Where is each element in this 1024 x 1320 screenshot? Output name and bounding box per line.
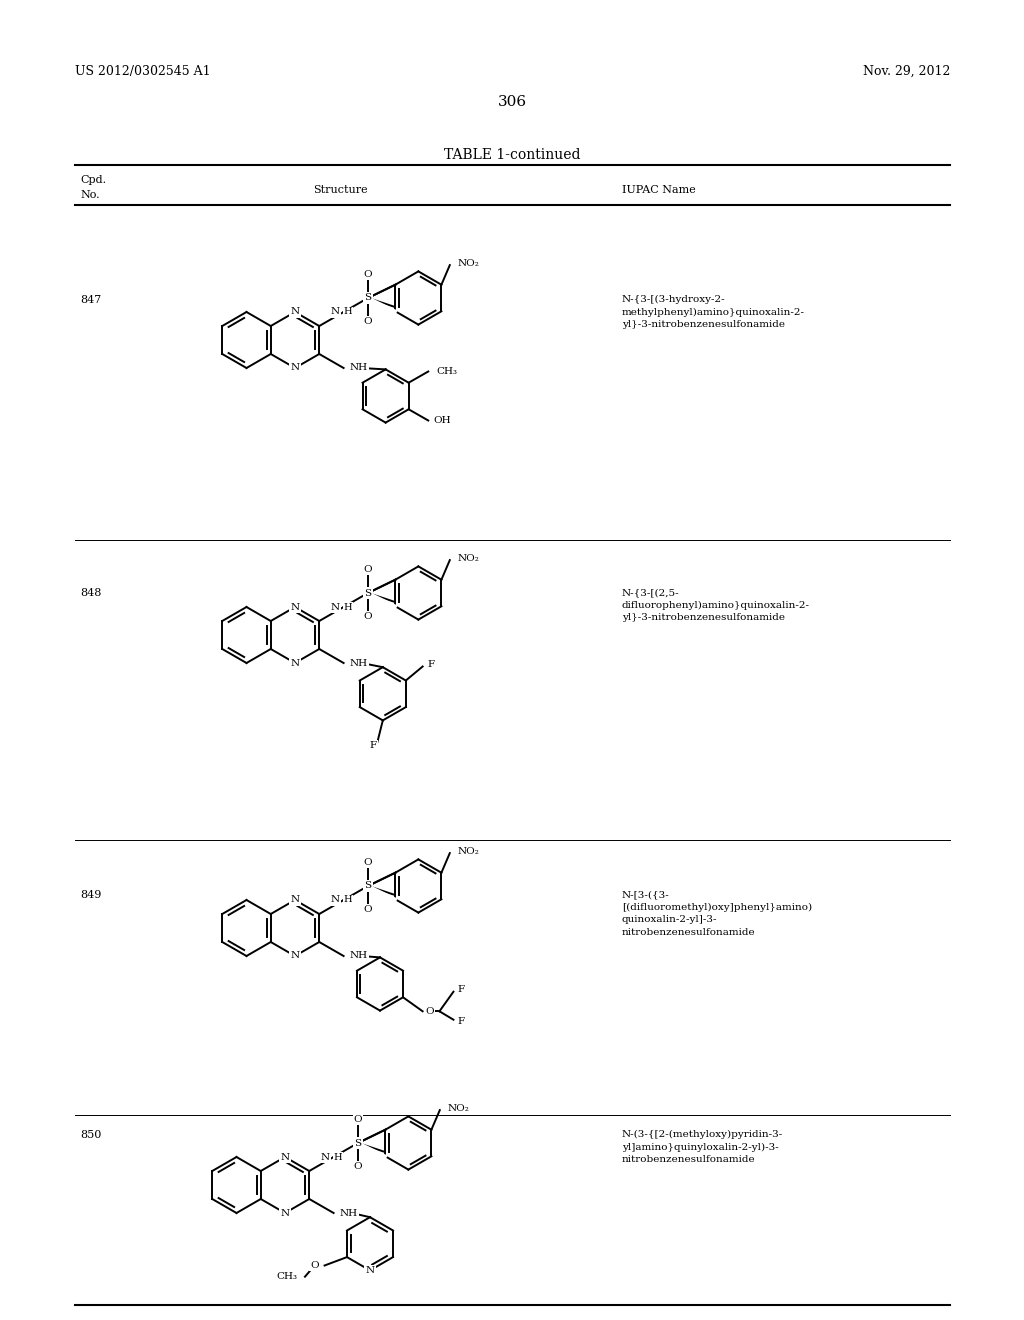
Text: N: N (331, 602, 340, 611)
Text: N-[3-({3-
[(difluoromethyl)oxy]phenyl}amino)
quinoxalin-2-yl]-3-
nitrobenzenesul: N-[3-({3- [(difluoromethyl)oxy]phenyl}am… (622, 890, 812, 937)
Text: N: N (331, 308, 340, 317)
Text: N: N (291, 659, 300, 668)
Text: H: H (344, 895, 352, 904)
Text: O: O (426, 1007, 434, 1016)
Text: TABLE 1-continued: TABLE 1-continued (443, 148, 581, 162)
Text: 306: 306 (498, 95, 526, 110)
Text: N: N (291, 308, 300, 317)
Text: CH₃: CH₃ (276, 1272, 297, 1282)
Text: Structure: Structure (312, 185, 368, 195)
Text: S: S (365, 882, 372, 891)
Text: N-{3-[(2,5-
difluorophenyl)amino}quinoxalin-2-
yl}-3-nitrobenzenesulfonamide: N-{3-[(2,5- difluorophenyl)amino}quinoxa… (622, 587, 810, 622)
Text: S: S (365, 293, 372, 302)
Text: H: H (344, 308, 352, 317)
Text: OH: OH (433, 416, 451, 425)
Text: N: N (281, 1152, 290, 1162)
Text: O: O (364, 565, 373, 574)
Text: NO₂: NO₂ (447, 1104, 470, 1113)
Text: O: O (310, 1261, 318, 1270)
Text: O: O (353, 1163, 362, 1171)
Text: 850: 850 (80, 1130, 101, 1140)
Text: F: F (428, 660, 435, 669)
Text: No.: No. (80, 190, 99, 201)
Text: Nov. 29, 2012: Nov. 29, 2012 (862, 65, 950, 78)
Text: NH: NH (340, 1209, 357, 1217)
Text: N: N (291, 602, 300, 611)
Text: O: O (364, 317, 373, 326)
Text: S: S (354, 1138, 361, 1147)
Text: NO₂: NO₂ (458, 553, 479, 562)
Text: N: N (366, 1266, 375, 1275)
Text: O: O (353, 1114, 362, 1123)
Text: N: N (331, 895, 340, 904)
Text: NH: NH (349, 659, 368, 668)
Text: N-{3-[(3-hydroxy-2-
methylphenyl)amino}quinoxalin-2-
yl}-3-nitrobenzenesulfonami: N-{3-[(3-hydroxy-2- methylphenyl)amino}q… (622, 294, 805, 329)
Text: H: H (344, 602, 352, 611)
Text: N-(3-{[2-(methyloxy)pyridin-3-
yl]amino}quinyloxalin-2-yl)-3-
nitrobenzenesulfon: N-(3-{[2-(methyloxy)pyridin-3- yl]amino}… (622, 1130, 783, 1164)
Text: N: N (291, 363, 300, 372)
Text: 847: 847 (80, 294, 101, 305)
Text: 848: 848 (80, 587, 101, 598)
Text: O: O (364, 906, 373, 915)
Text: O: O (364, 269, 373, 279)
Text: F: F (458, 985, 465, 994)
Text: O: O (364, 858, 373, 867)
Text: NO₂: NO₂ (458, 259, 479, 268)
Text: S: S (365, 589, 372, 598)
Text: NH: NH (349, 952, 368, 961)
Text: Cpd.: Cpd. (80, 176, 106, 185)
Text: N: N (281, 1209, 290, 1217)
Text: N: N (291, 952, 300, 961)
Text: NO₂: NO₂ (458, 846, 479, 855)
Text: 849: 849 (80, 890, 101, 900)
Text: IUPAC Name: IUPAC Name (622, 185, 695, 195)
Text: H: H (334, 1152, 342, 1162)
Text: NH: NH (349, 363, 368, 372)
Text: N: N (321, 1152, 330, 1162)
Text: F: F (370, 742, 377, 750)
Text: US 2012/0302545 A1: US 2012/0302545 A1 (75, 65, 211, 78)
Text: N: N (291, 895, 300, 904)
Text: O: O (364, 612, 373, 622)
Text: CH₃: CH₃ (436, 367, 458, 376)
Text: F: F (458, 1018, 465, 1026)
